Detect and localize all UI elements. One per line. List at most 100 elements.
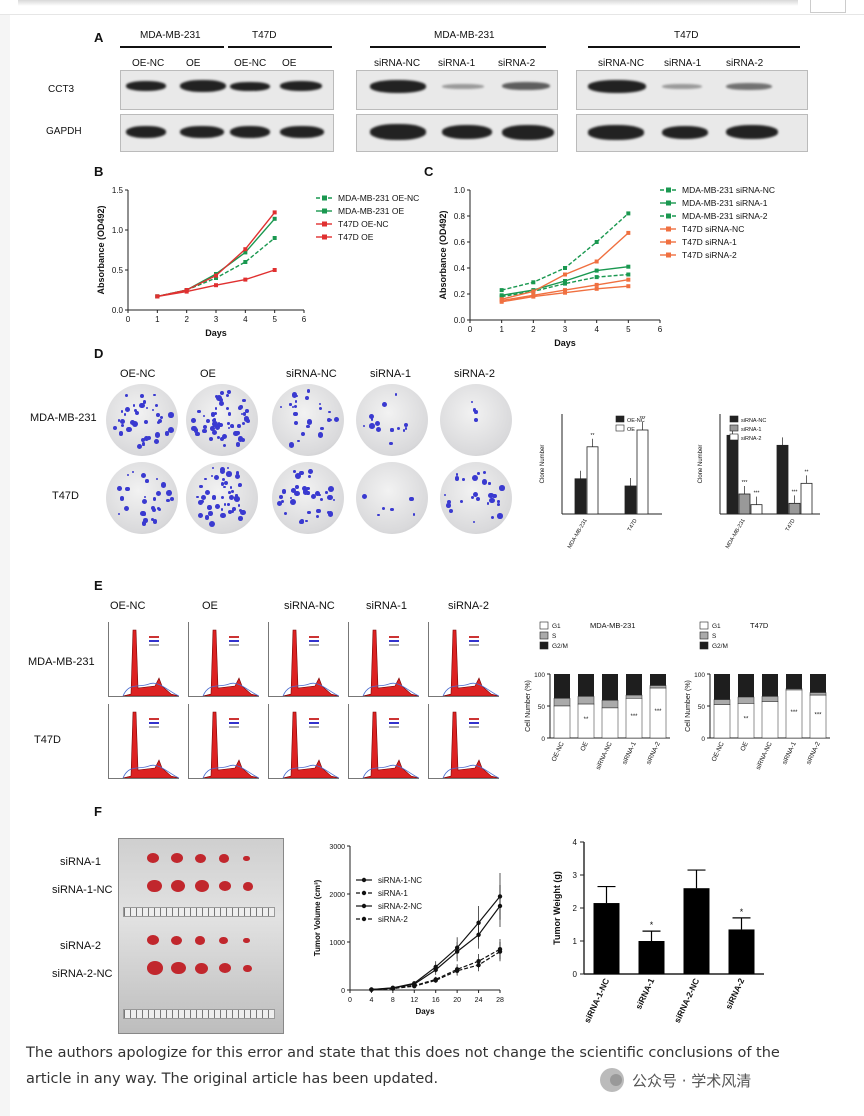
data-point xyxy=(433,964,438,970)
colony xyxy=(327,410,331,414)
x-tick-label: siRNA-1-NC xyxy=(582,977,611,1025)
colony xyxy=(455,476,460,481)
flow-histogram xyxy=(188,704,259,779)
colony xyxy=(234,496,241,503)
legend-label: MDA-MB-231 OE-NC xyxy=(338,193,419,203)
colony xyxy=(446,503,451,508)
legend-marker xyxy=(361,916,367,922)
bar xyxy=(624,485,637,515)
series-line xyxy=(501,212,629,291)
colony xyxy=(302,489,309,495)
x-tick-label: 5 xyxy=(626,325,631,334)
colony xyxy=(289,442,295,448)
colony xyxy=(222,443,226,447)
x-tick-label: OE xyxy=(739,740,750,752)
cell-rule xyxy=(120,46,224,48)
colony xyxy=(291,392,298,398)
colony xyxy=(300,431,305,436)
legend-mark xyxy=(309,636,319,638)
legend-label: siRNA-2 xyxy=(378,915,408,924)
legend-marker xyxy=(666,187,671,193)
bar-g2m xyxy=(626,674,642,696)
colony xyxy=(325,491,329,494)
colony xyxy=(221,478,225,482)
colony xyxy=(212,496,215,500)
y-tick-label: 1.5 xyxy=(112,186,124,195)
x-tick-label: 20 xyxy=(453,997,461,1004)
bar-g1 xyxy=(737,703,755,739)
colony xyxy=(217,435,221,439)
colony xyxy=(235,473,241,479)
wechat-icon xyxy=(600,1068,624,1092)
colony xyxy=(486,502,490,505)
legend-mark xyxy=(389,644,399,646)
watermark-text: 公众号 · 学术风清 xyxy=(632,1071,752,1090)
legend-swatch xyxy=(729,433,739,441)
s-phase-fit xyxy=(362,764,419,778)
legend-label: siRNA-2-NC xyxy=(378,902,422,911)
colony xyxy=(230,490,234,493)
column-label: OE xyxy=(202,600,218,612)
y-axis-label: Absorbance (OD492) xyxy=(438,210,448,299)
colony xyxy=(216,395,223,402)
tumor xyxy=(243,964,252,973)
colony xyxy=(472,491,479,498)
legend-label: OE xyxy=(627,427,635,433)
y-tick-label: 0.5 xyxy=(112,266,124,275)
colony xyxy=(294,400,298,403)
colony xyxy=(235,494,238,497)
band-cct3 xyxy=(180,80,226,92)
colony xyxy=(124,505,130,511)
colony xyxy=(227,427,230,430)
legend-label: T47D OE-NC xyxy=(338,219,389,229)
histogram-plot xyxy=(202,629,259,696)
colony xyxy=(223,503,227,506)
colony xyxy=(282,489,287,494)
legend-mark xyxy=(309,644,319,646)
lane-label: siRNA-NC xyxy=(598,58,645,69)
data-point xyxy=(497,894,503,899)
row-label: CCT3 xyxy=(48,84,75,95)
band-cct3 xyxy=(230,81,270,91)
colony xyxy=(409,496,414,502)
legend-label: G2/M xyxy=(552,643,568,650)
colony xyxy=(293,470,296,473)
legend-mark xyxy=(389,640,399,642)
colony xyxy=(492,493,497,499)
legend-mark xyxy=(469,636,479,638)
tumor xyxy=(219,963,231,974)
panel-b-chart: 0.0 0.5 1.0 1.5 0 1 2 3 4 5 6 Days Absorbance (OD492… xyxy=(96,186,419,338)
colony xyxy=(214,504,220,509)
colony xyxy=(226,421,230,425)
bar xyxy=(683,888,710,974)
tumor xyxy=(147,961,163,975)
colony xyxy=(228,494,234,500)
colony xyxy=(474,410,478,414)
significance-stars: *** xyxy=(654,709,662,715)
colony xyxy=(308,475,312,478)
panel-f-volume-chart: 0 1000 2000 3000 0 4 8 12 16 20 24 28 Days Tumor Volu… xyxy=(313,844,504,1016)
colony xyxy=(245,409,249,413)
legend-marker xyxy=(322,234,327,240)
data-point xyxy=(626,211,631,216)
colony xyxy=(361,493,368,500)
bar xyxy=(638,941,665,974)
y-tick-label: 0.2 xyxy=(454,290,466,299)
flow-histogram xyxy=(348,622,419,697)
colony xyxy=(235,471,240,475)
tumor xyxy=(147,853,159,864)
bar-g1 xyxy=(785,689,803,739)
histogram-plot xyxy=(202,711,259,778)
band-gapdh xyxy=(126,126,166,138)
tumor xyxy=(195,880,209,892)
x-tick-label: siRNA-NC xyxy=(595,741,614,771)
panel-c-chart: 0.0 0.2 0.4 0.6 0.8 1.0 0 1 2 3 4 5 6 Days Absorbance … xyxy=(438,185,775,348)
legend-swatch xyxy=(615,415,625,423)
flow-histogram xyxy=(108,622,179,697)
column-label: siRNA-1 xyxy=(366,600,407,612)
colony xyxy=(220,508,224,511)
cell-label: MDA-MB-231 xyxy=(140,30,201,41)
legend-label: OE-NC xyxy=(627,418,645,424)
x-tick-label: MDA-MB-231 xyxy=(567,518,589,550)
significance-stars: *** xyxy=(790,710,798,716)
